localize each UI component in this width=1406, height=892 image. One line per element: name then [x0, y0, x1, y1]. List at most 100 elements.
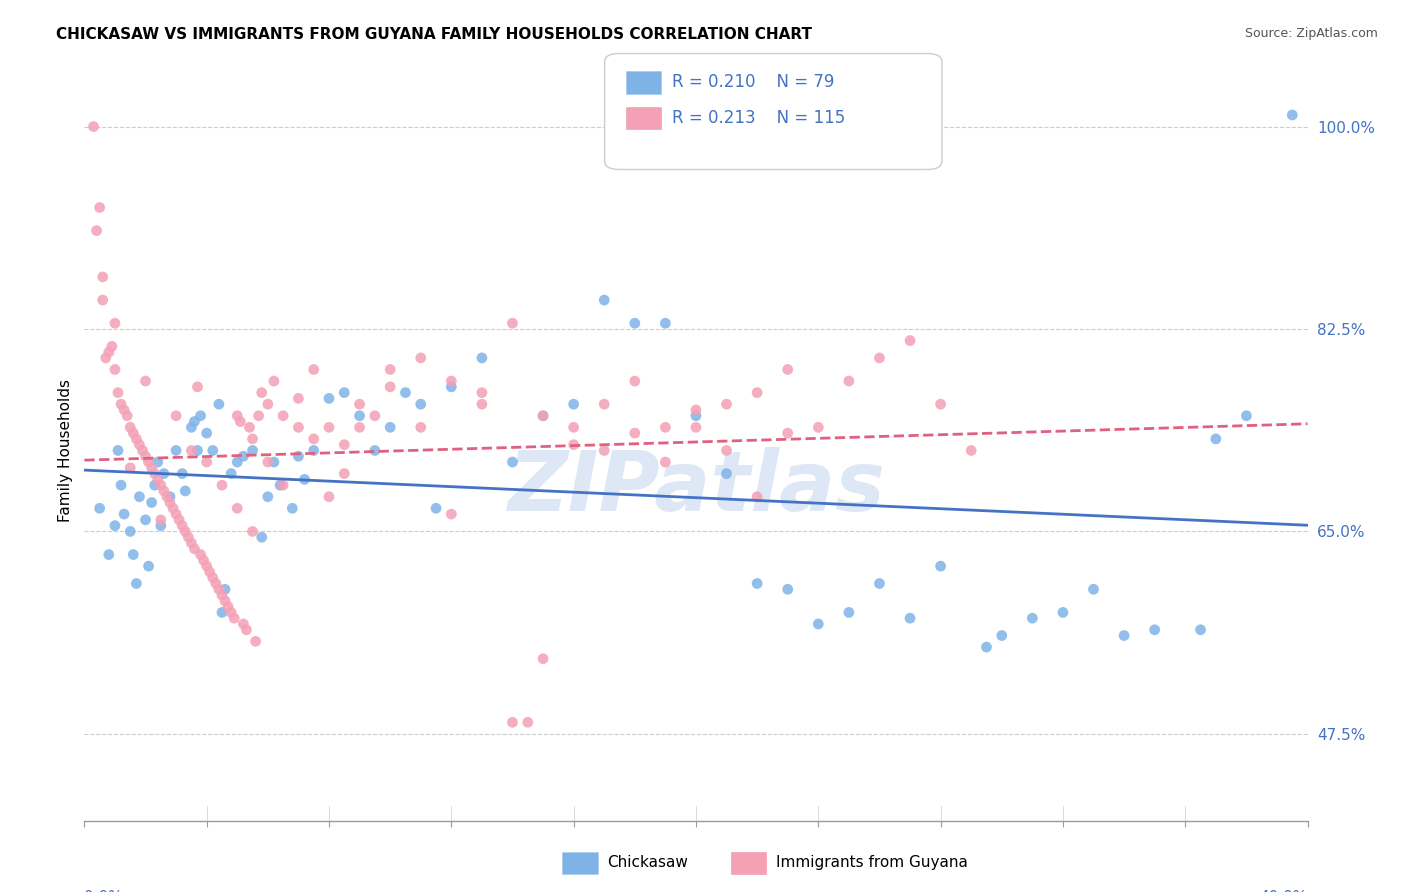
Chickasaw — [143, 478, 166, 492]
Chickasaw — [141, 495, 163, 509]
Immigrants from Guyana — [104, 362, 127, 376]
Chickasaw — [104, 518, 127, 533]
Chickasaw — [146, 455, 169, 469]
Chickasaw — [318, 392, 340, 406]
Chickasaw — [190, 409, 212, 423]
Chickasaw — [502, 455, 524, 469]
Text: Source: ZipAtlas.com: Source: ZipAtlas.com — [1244, 27, 1378, 40]
Chickasaw — [409, 397, 432, 411]
Immigrants from Guyana — [531, 651, 554, 665]
Immigrants from Guyana — [112, 403, 135, 417]
Chickasaw — [380, 420, 402, 434]
Immigrants from Guyana — [219, 606, 242, 620]
Immigrants from Guyana — [162, 501, 184, 516]
Immigrants from Guyana — [89, 201, 111, 215]
Immigrants from Guyana — [624, 426, 647, 441]
Immigrants from Guyana — [409, 351, 432, 365]
Immigrants from Guyana — [115, 409, 138, 423]
Immigrants from Guyana — [211, 588, 233, 602]
Immigrants from Guyana — [929, 397, 952, 411]
Immigrants from Guyana — [120, 420, 142, 434]
Immigrants from Guyana — [409, 420, 432, 434]
Immigrants from Guyana — [120, 460, 142, 475]
Immigrants from Guyana — [440, 507, 463, 521]
Chickasaw — [138, 559, 160, 574]
Chickasaw — [776, 582, 799, 597]
Immigrants from Guyana — [146, 472, 169, 486]
Immigrants from Guyana — [226, 501, 249, 516]
Immigrants from Guyana — [229, 415, 252, 429]
Immigrants from Guyana — [135, 449, 157, 463]
Chickasaw — [110, 478, 132, 492]
Immigrants from Guyana — [333, 438, 356, 452]
Immigrants from Guyana — [91, 293, 114, 307]
Immigrants from Guyana — [776, 426, 799, 441]
Immigrants from Guyana — [531, 409, 554, 423]
Immigrants from Guyana — [238, 420, 260, 434]
Immigrants from Guyana — [747, 385, 769, 400]
Chickasaw — [125, 576, 148, 591]
Immigrants from Guyana — [122, 426, 145, 441]
Chickasaw — [807, 617, 830, 632]
Immigrants from Guyana — [562, 438, 585, 452]
Immigrants from Guyana — [224, 611, 246, 625]
Immigrants from Guyana — [172, 518, 194, 533]
Chickasaw — [869, 576, 891, 591]
Immigrants from Guyana — [245, 634, 267, 648]
Chickasaw — [183, 415, 205, 429]
Immigrants from Guyana — [201, 571, 224, 585]
Immigrants from Guyana — [716, 397, 738, 411]
Immigrants from Guyana — [193, 553, 215, 567]
Immigrants from Guyana — [83, 120, 105, 134]
Chickasaw — [269, 478, 291, 492]
Immigrants from Guyana — [195, 559, 218, 574]
Chickasaw — [471, 351, 494, 365]
Chickasaw — [263, 455, 285, 469]
Immigrants from Guyana — [110, 397, 132, 411]
Immigrants from Guyana — [198, 565, 221, 579]
Chickasaw — [159, 490, 181, 504]
Immigrants from Guyana — [516, 715, 538, 730]
Chickasaw — [593, 293, 616, 307]
Immigrants from Guyana — [242, 524, 264, 539]
Immigrants from Guyana — [149, 513, 172, 527]
Chickasaw — [1143, 623, 1166, 637]
Chickasaw — [349, 409, 371, 423]
Chickasaw — [219, 467, 242, 481]
Immigrants from Guyana — [174, 524, 197, 539]
Chickasaw — [149, 518, 172, 533]
Immigrants from Guyana — [333, 467, 356, 481]
Chickasaw — [180, 420, 202, 434]
Immigrants from Guyana — [128, 438, 150, 452]
Chickasaw — [976, 640, 998, 654]
Chickasaw — [654, 316, 676, 330]
Immigrants from Guyana — [205, 576, 228, 591]
Immigrants from Guyana — [186, 380, 208, 394]
Immigrants from Guyana — [141, 460, 163, 475]
Chickasaw — [294, 472, 316, 486]
Chickasaw — [898, 611, 921, 625]
Text: ZIPatlas: ZIPatlas — [508, 447, 884, 528]
Immigrants from Guyana — [138, 455, 160, 469]
Immigrants from Guyana — [747, 490, 769, 504]
Immigrants from Guyana — [235, 623, 257, 637]
Chickasaw — [135, 513, 157, 527]
Chickasaw — [333, 385, 356, 400]
Chickasaw — [302, 443, 325, 458]
Immigrants from Guyana — [104, 316, 127, 330]
Text: Chickasaw: Chickasaw — [607, 855, 689, 870]
Immigrants from Guyana — [91, 269, 114, 284]
Immigrants from Guyana — [502, 715, 524, 730]
Text: 0.0%: 0.0% — [84, 890, 124, 892]
Immigrants from Guyana — [838, 374, 860, 388]
Immigrants from Guyana — [107, 385, 129, 400]
Chickasaw — [128, 490, 150, 504]
Immigrants from Guyana — [716, 443, 738, 458]
Immigrants from Guyana — [159, 495, 181, 509]
Chickasaw — [201, 443, 224, 458]
Immigrants from Guyana — [131, 443, 153, 458]
Chickasaw — [425, 501, 447, 516]
Chickasaw — [531, 409, 554, 423]
Chickasaw — [195, 426, 218, 441]
Chickasaw — [165, 443, 187, 458]
